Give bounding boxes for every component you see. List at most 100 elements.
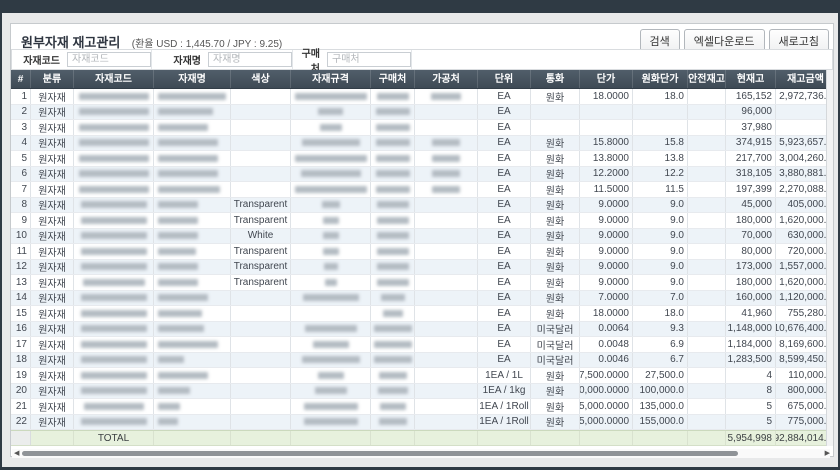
redacted-text: [78, 92, 149, 100]
table-row[interactable]: 15 원자재 EA 원화 18.0000 18.0 41,960 755,280.0: [11, 306, 833, 322]
cell-spec: [291, 197, 371, 212]
redacted-text: [158, 418, 178, 426]
redacted-text: [158, 263, 198, 271]
column-header-safety[interactable]: 안전재고: [688, 70, 726, 88]
column-header-no[interactable]: #: [11, 70, 31, 88]
column-header-spec[interactable]: 자재규격: [291, 70, 371, 88]
cell-unit: EA: [478, 182, 531, 197]
total-cell-proc: [415, 431, 478, 445]
cell-safety: [688, 89, 726, 104]
redacted-text: [379, 402, 406, 410]
cell-unit: EA: [478, 321, 531, 336]
column-header-amount[interactable]: 재고금액: [776, 70, 833, 88]
cell-color: Transparent: [231, 213, 291, 228]
column-header-proc[interactable]: 가공처: [415, 70, 478, 88]
redacted-text: [376, 232, 409, 240]
total-cell-krw_price: [633, 431, 688, 445]
cell-spec: [291, 166, 371, 181]
table-row[interactable]: 13 원자재 Transparent EA 원화 9.0000 9.0 180,000 1,62…: [11, 275, 833, 291]
column-header-currency[interactable]: 통화: [531, 70, 580, 88]
cell-unit: EA: [478, 89, 531, 104]
cell-no: 7: [11, 182, 31, 197]
cell-vendor: [371, 306, 415, 321]
cell-stock: 1,148,000: [726, 321, 776, 336]
grid-total-row: TOTAL 5,954,998 92,884,014.1: [11, 430, 833, 446]
table-row[interactable]: 10 원자재 White EA 원화 9.0000 9.0 70,000 630,000.0: [11, 228, 833, 244]
redacted-text: [158, 278, 198, 286]
column-header-name[interactable]: 자재명: [154, 70, 231, 88]
cell-code: [74, 89, 154, 104]
table-row[interactable]: 12 원자재 Transparent EA 원화 9.0000 9.0 173,000 1,55…: [11, 259, 833, 275]
cell-category: 원자재: [31, 321, 74, 336]
material-code-filter-input[interactable]: [67, 52, 151, 67]
column-header-stock[interactable]: 현재고: [726, 70, 776, 88]
column-header-price[interactable]: 단가: [580, 70, 633, 88]
cell-stock: 37,980: [726, 120, 776, 135]
column-header-vendor[interactable]: 구매처: [371, 70, 415, 88]
cell-krw_price: 7.0: [633, 290, 688, 305]
cell-code: [74, 352, 154, 367]
cell-name: [154, 352, 231, 367]
cell-vendor: [371, 135, 415, 150]
cell-krw_price: 9.0: [633, 244, 688, 259]
vertical-scrollbar[interactable]: [826, 70, 833, 446]
column-header-color[interactable]: 색상: [231, 70, 291, 88]
table-row[interactable]: 9 원자재 Transparent EA 원화 9.0000 9.0 180,000 1,620…: [11, 213, 833, 229]
cell-category: 원자재: [31, 151, 74, 166]
table-row[interactable]: 8 원자재 Transparent EA 원화 9.0000 9.0 45,000 405,00…: [11, 197, 833, 213]
table-row[interactable]: 18 원자재 EA 미국달러 0.0046 6.7 1,283,500 8,599,450.0: [11, 352, 833, 368]
cell-stock: 80,000: [726, 244, 776, 259]
cell-vendor: [371, 228, 415, 243]
material-name-filter-input[interactable]: [208, 52, 292, 67]
table-row[interactable]: 16 원자재 EA 미국달러 0.0064 9.3 1,148,000 10,676,400.…: [11, 321, 833, 337]
column-header-krw_price[interactable]: 원화단가: [633, 70, 688, 88]
table-row[interactable]: 6 원자재 EA 원화 12.2000 12.2 318,105 3,880,881.0: [11, 166, 833, 182]
table-row[interactable]: 17 원자재 EA 미국달러 0.0048 6.9 1,184,000 8,169,600.0: [11, 337, 833, 353]
table-row[interactable]: 4 원자재 EA 원화 15.8000 15.8 374,915 5,923,657.0: [11, 135, 833, 151]
cell-no: 10: [11, 228, 31, 243]
horizontal-scrollbar: ◀ ▶: [12, 449, 830, 458]
table-row[interactable]: 1 원자재 EA 원화 18.0000 18.0 165,152 2,972,736.0: [11, 89, 833, 105]
table-row[interactable]: 7 원자재 EA 원화 11.5000 11.5 197,399 2,270,088.5: [11, 182, 833, 198]
cell-stock: 4: [726, 368, 776, 383]
cell-safety: [688, 306, 726, 321]
cell-spec: [291, 213, 371, 228]
total-cell-no: [11, 431, 31, 445]
scroll-right-arrow-icon[interactable]: ▶: [824, 450, 830, 457]
redacted-text: [294, 92, 367, 100]
total-cell-price: [580, 431, 633, 445]
scroll-left-arrow-icon[interactable]: ◀: [14, 450, 20, 457]
redacted-text: [376, 278, 409, 286]
column-header-code[interactable]: 자재코드: [74, 70, 154, 88]
cell-vendor: [371, 290, 415, 305]
cell-vendor: [371, 166, 415, 181]
cell-vendor: [371, 89, 415, 104]
table-row[interactable]: 3 원자재 EA 37,980: [11, 120, 833, 136]
redacted-text: [158, 154, 218, 162]
cell-proc: [415, 151, 478, 166]
cell-stock: 374,915: [726, 135, 776, 150]
column-header-unit[interactable]: 단위: [478, 70, 531, 88]
table-row[interactable]: 5 원자재 EA 원화 13.8000 13.8 217,700 3,004,260.0: [11, 151, 833, 167]
cell-currency: 원화: [531, 135, 580, 150]
redacted-text: [80, 340, 147, 348]
cell-no: 6: [11, 166, 31, 181]
table-row[interactable]: 2 원자재 EA 96,000: [11, 104, 833, 120]
cell-proc: [415, 290, 478, 305]
redacted-text: [431, 92, 461, 100]
horizontal-scrollbar-thumb[interactable]: [22, 451, 738, 456]
table-row[interactable]: 11 원자재 Transparent EA 원화 9.0000 9.0 80,000 720,0…: [11, 244, 833, 260]
table-row[interactable]: 14 원자재 EA 원화 7.0000 7.0 160,000 1,120,000.0: [11, 290, 833, 306]
cell-price: [580, 120, 633, 135]
cell-proc: [415, 352, 478, 367]
cell-currency: 원화: [531, 383, 580, 398]
column-header-category[interactable]: 분류: [31, 70, 74, 88]
cell-krw_price: 9.0: [633, 259, 688, 274]
vendor-filter-input[interactable]: [327, 52, 411, 67]
cell-stock: 41,960: [726, 306, 776, 321]
